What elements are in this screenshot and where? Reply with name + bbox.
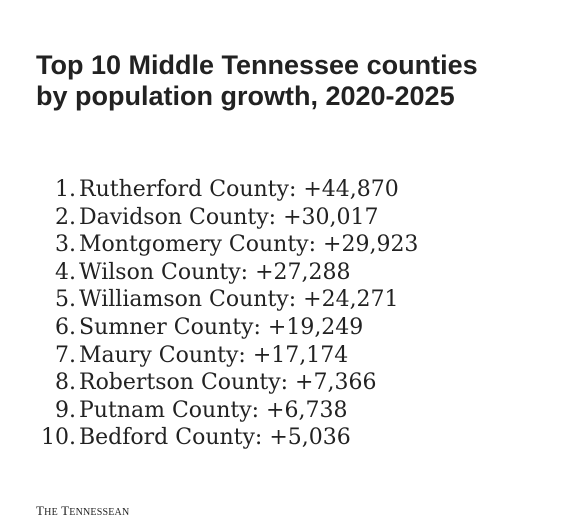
rank-number: 5. <box>55 287 76 313</box>
list-item: 10. Bedford County: +5,036 <box>0 424 418 452</box>
rank-number: 9. <box>55 397 76 423</box>
list-item: 7. Maury County: +17,174 <box>0 342 418 370</box>
logo-word-the: THE <box>36 503 58 518</box>
rank-number: 7. <box>55 342 76 368</box>
county-growth: Wilson County: +27,288 <box>79 259 351 285</box>
county-growth: Montgomery County: +29,923 <box>79 232 419 258</box>
list-item: 3. Montgomery County: +29,923 <box>0 231 418 259</box>
rank-number: 6. <box>55 314 76 340</box>
county-growth: Williamson County: +24,271 <box>79 287 399 313</box>
list-item: 6. Sumner County: +19,249 <box>0 314 418 342</box>
county-growth: Maury County: +17,174 <box>79 342 349 368</box>
county-growth: Davidson County: +30,017 <box>79 204 379 230</box>
county-growth: Putnam County: +6,738 <box>79 397 348 423</box>
rank-number: 4. <box>55 259 76 285</box>
list-item: 8. Robertson County: +7,366 <box>0 369 418 397</box>
county-growth: Sumner County: +19,249 <box>79 314 364 340</box>
county-growth: Robertson County: +7,366 <box>79 370 377 396</box>
rank-number: 3. <box>55 232 76 258</box>
title-line-1: Top 10 Middle Tennessee counties <box>36 50 478 80</box>
county-ranking-list: 1. Rutherford County: +44,870 2. Davidso… <box>0 176 418 452</box>
list-item: 9. Putnam County: +6,738 <box>0 397 418 425</box>
rank-number: 2. <box>55 204 76 230</box>
rank-number: 8. <box>55 370 76 396</box>
list-item: 4. Wilson County: +27,288 <box>0 259 418 287</box>
county-growth: Rutherford County: +44,870 <box>79 177 399 202</box>
list-item: 1. Rutherford County: +44,870 <box>0 176 418 204</box>
tennessean-logo: THE TENNESSEAN <box>36 503 129 520</box>
list-item: 5. Williamson County: +24,271 <box>0 286 418 314</box>
rank-number: 10. <box>41 425 76 451</box>
county-growth: Bedford County: +5,036 <box>79 425 351 451</box>
list-item: 2. Davidson County: +30,017 <box>0 204 418 232</box>
title-line-2: by population growth, 2020-2025 <box>36 81 455 111</box>
logo-word-tennessean: TENNESSEAN <box>61 503 130 518</box>
page-title: Top 10 Middle Tennessee counties by popu… <box>36 50 546 112</box>
rank-number: 1. <box>55 177 76 202</box>
